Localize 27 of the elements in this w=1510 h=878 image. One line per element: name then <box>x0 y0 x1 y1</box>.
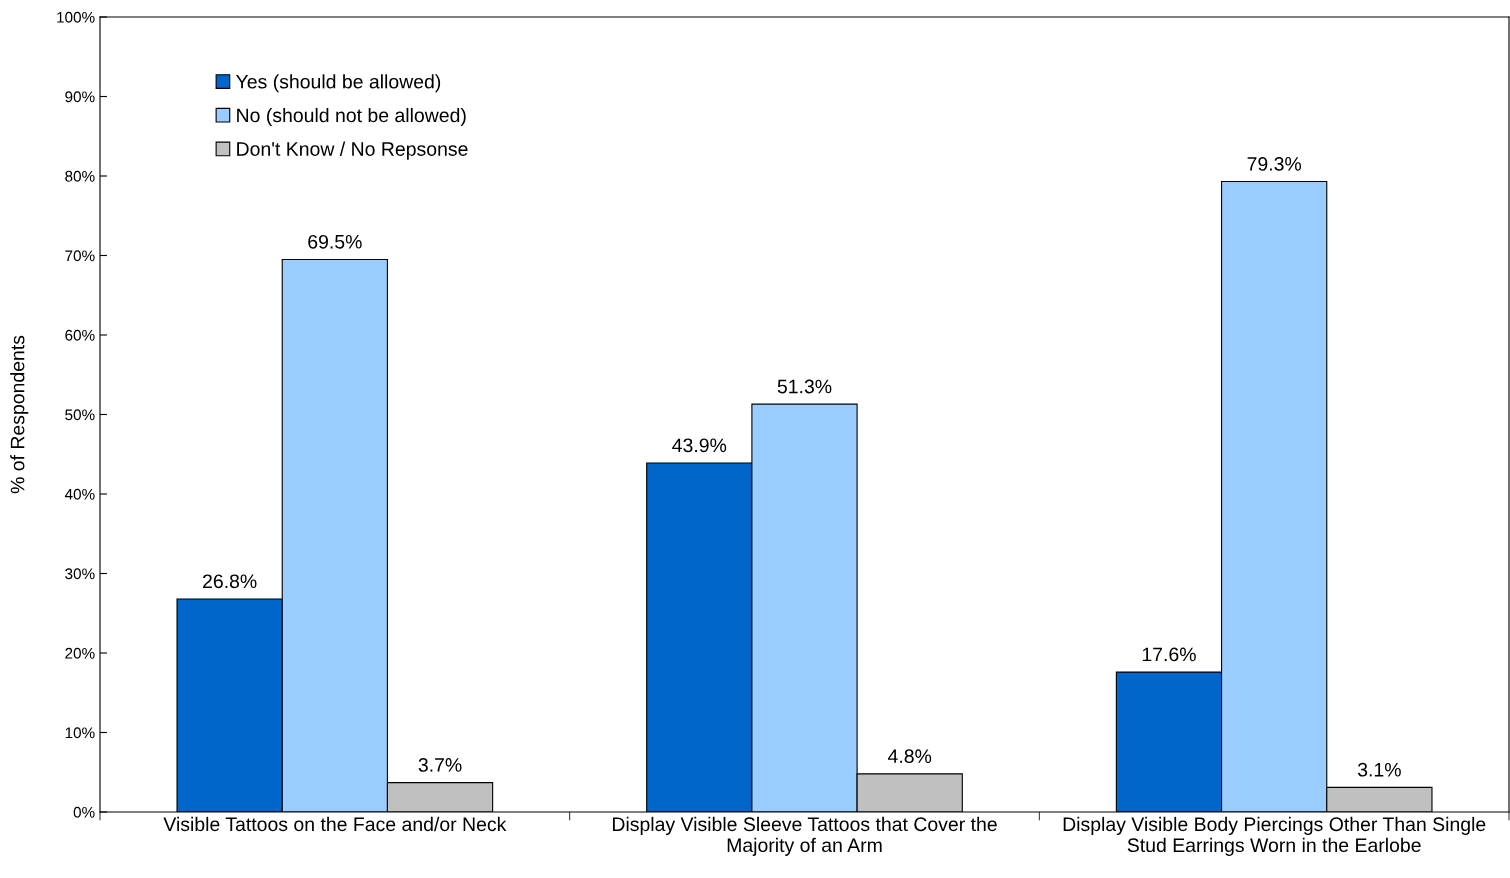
data-label: 26.8% <box>203 574 257 589</box>
x-tick-label: Visible Tattoos on the Face and/or Neck <box>163 816 507 832</box>
y-tick-label: 30% <box>65 568 95 580</box>
y-tick-label: 40% <box>64 488 95 500</box>
y-tick-label: 80% <box>65 170 95 182</box>
data-label: 3.1% <box>1357 762 1401 777</box>
data-label: 69.5% <box>308 234 362 249</box>
data-label: 43.9% <box>672 438 727 453</box>
y-tick-label: 90% <box>65 91 95 103</box>
legend-label: Yes (should be allowed) <box>236 74 441 93</box>
y-tick-label: 50% <box>65 409 95 421</box>
y-tick-label: 70% <box>65 250 95 262</box>
y-tick-label: 10% <box>65 727 95 739</box>
data-label: 3.7% <box>418 758 462 772</box>
y-tick-label: 20% <box>65 647 95 659</box>
legend-label: Don't Know / No Repsonse <box>237 141 468 160</box>
y-tick-label: 60% <box>65 329 95 341</box>
data-label: 4.8% <box>887 749 932 764</box>
y-tick-label: 0% <box>73 806 95 818</box>
y-axis-title: % of Respondents <box>10 335 29 494</box>
legend-label: No (should not be allowed) <box>237 107 466 127</box>
data-label: 17.6% <box>1142 647 1196 662</box>
y-tick-label: 100% <box>57 11 95 23</box>
data-label: 51.3% <box>777 379 832 394</box>
data-label: 79.3% <box>1247 157 1302 171</box>
x-tick-label: Display Visible Sleeve Tattoos that Cover the Majority of an Arm <box>612 816 997 856</box>
x-tick-label: Display Visible Body Piercings Other Than Single Stud Earrings Worn in the Earlobe <box>1063 816 1486 856</box>
